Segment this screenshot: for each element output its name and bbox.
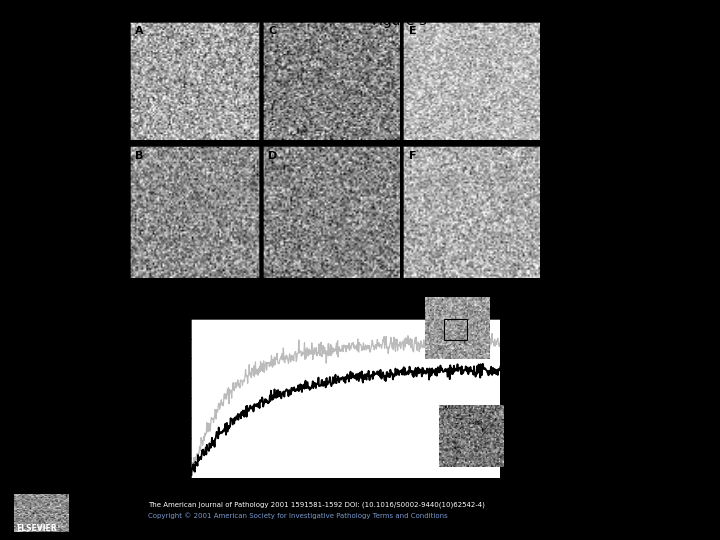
Text: F: F xyxy=(409,151,416,161)
Text: C: C xyxy=(269,26,276,36)
Text: ELSEVIER: ELSEVIER xyxy=(16,524,56,533)
Y-axis label: Relative transparency: Relative transparency xyxy=(150,348,159,448)
Text: BM: BM xyxy=(475,421,483,426)
Text: B: B xyxy=(135,151,143,161)
Text: PM: PM xyxy=(442,406,450,411)
Text: Col13a1: Col13a1 xyxy=(507,365,544,374)
Text: A: A xyxy=(135,26,143,36)
Text: BM: BM xyxy=(469,289,478,294)
Text: Figure 5: Figure 5 xyxy=(372,14,428,28)
Text: E: E xyxy=(409,26,416,36)
Text: Wild-type: Wild-type xyxy=(507,330,556,339)
Text: Copyright © 2001 American Society for Investigative Pathology Terms and Conditio: Copyright © 2001 American Society for In… xyxy=(148,512,447,518)
X-axis label: Distance from plasmamembrane, nm: Distance from plasmamembrane, nm xyxy=(261,502,430,510)
Bar xyxy=(444,319,467,341)
Text: The American Journal of Pathology 2001 1591581-1592 DOI: (10.1016/S0002-9440(10): The American Journal of Pathology 2001 1… xyxy=(148,501,485,508)
Text: G: G xyxy=(135,310,144,321)
Text: D: D xyxy=(269,151,277,161)
Text: N/N: N/N xyxy=(554,364,566,370)
